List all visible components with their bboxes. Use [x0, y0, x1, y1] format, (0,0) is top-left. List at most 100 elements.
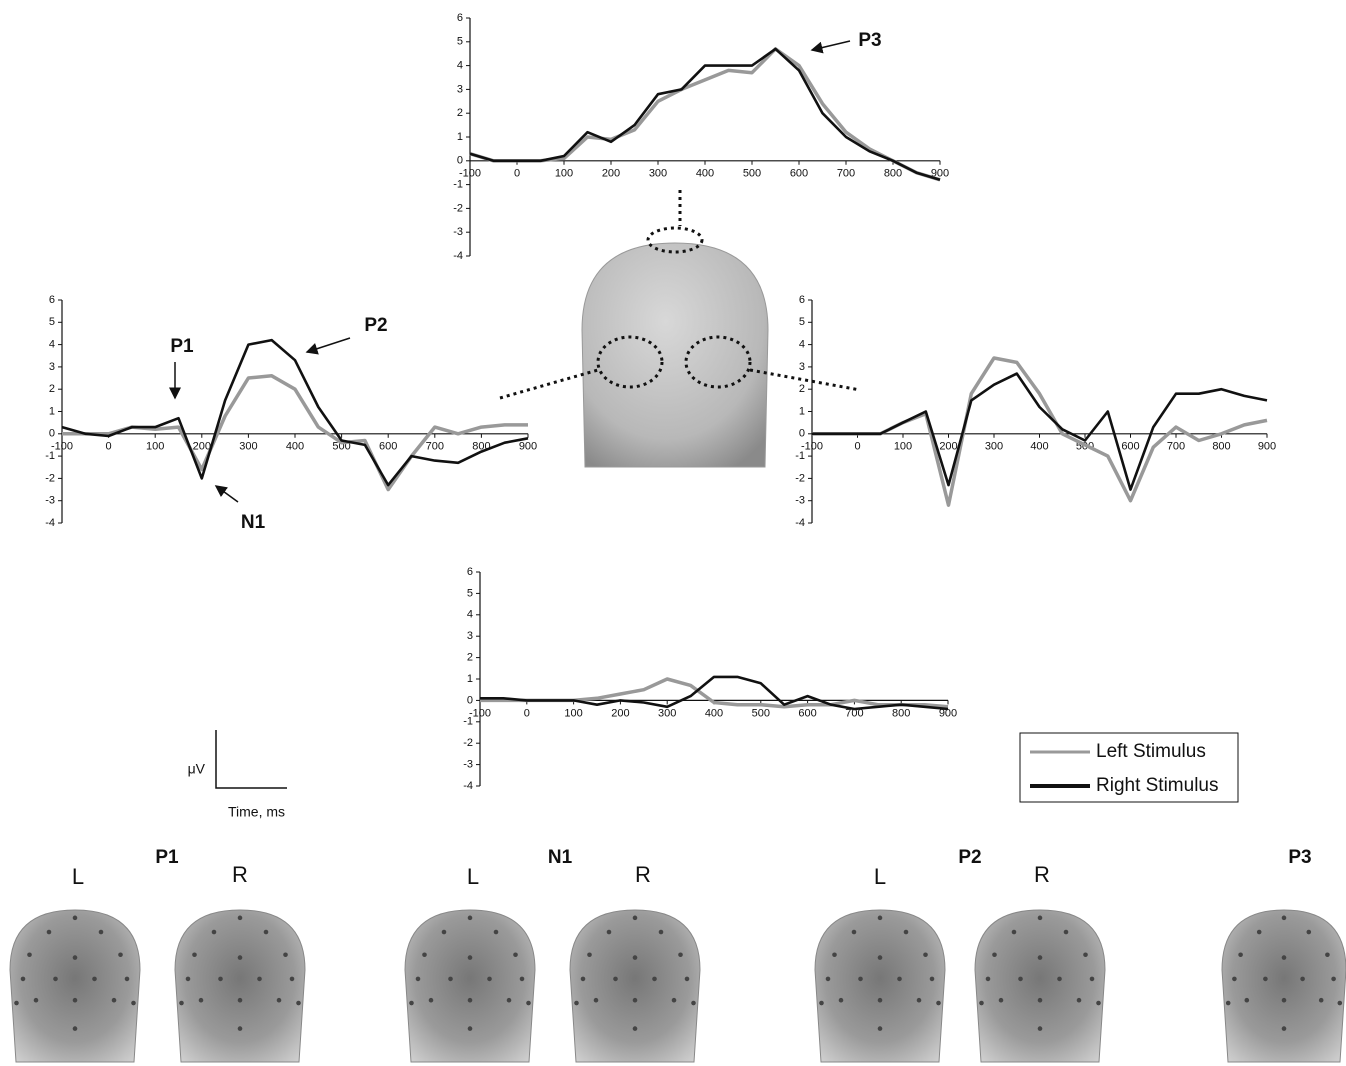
- electrode: [877, 997, 883, 1003]
- x-tick-label: 800: [1212, 441, 1230, 453]
- y-tick-label: -4: [463, 780, 473, 792]
- annotation-arrow: [214, 485, 239, 503]
- y-tick-label: 3: [467, 630, 473, 642]
- electrode: [1281, 915, 1287, 921]
- y-tick-label: 2: [457, 107, 463, 119]
- electrode: [1337, 1000, 1343, 1006]
- electrode: [72, 915, 78, 921]
- electrode: [111, 997, 117, 1003]
- electrode: [897, 976, 902, 982]
- topomap-left: L: [467, 864, 479, 889]
- x-tick-label: 300: [985, 441, 1003, 453]
- y-tick-label: -3: [463, 759, 473, 771]
- annotation-arrow: [305, 337, 351, 355]
- electrode: [422, 952, 427, 958]
- x-tick-label: 100: [564, 707, 582, 719]
- y-tick-label: 4: [49, 339, 55, 351]
- electrode: [237, 955, 243, 960]
- x-tick-label: 800: [884, 168, 902, 180]
- electrode: [1018, 976, 1023, 982]
- y-tick-label: 0: [49, 428, 55, 440]
- x-tick-label: 900: [1258, 441, 1276, 453]
- electrode: [526, 1000, 531, 1006]
- electrode: [998, 997, 1004, 1003]
- x-tick-label: 200: [602, 168, 620, 180]
- electrode: [877, 915, 883, 921]
- x-tick-label: 0: [106, 441, 112, 453]
- electrode: [20, 976, 26, 982]
- x-tick-label: 700: [426, 441, 444, 453]
- electrode: [14, 1000, 19, 1006]
- electrode: [506, 997, 512, 1003]
- electrode: [53, 976, 58, 982]
- electrode: [832, 952, 837, 958]
- electrode: [441, 929, 447, 935]
- electrode: [1096, 1000, 1101, 1006]
- x-tick-label: 400: [286, 441, 304, 453]
- electrode: [289, 976, 295, 982]
- topomap-title: P3: [1288, 847, 1311, 868]
- electrode: [574, 1000, 579, 1006]
- topomap-head: [569, 909, 701, 1063]
- electrode: [467, 1026, 473, 1031]
- topomap-left: L: [72, 864, 84, 889]
- electrode: [33, 997, 39, 1003]
- y-tick-label: -2: [45, 472, 55, 484]
- electrode: [467, 915, 473, 921]
- electrode: [671, 997, 677, 1003]
- y-tick-label: 1: [49, 405, 55, 417]
- y-tick-label: 2: [799, 383, 805, 395]
- electrode: [985, 976, 991, 982]
- series-line: [480, 677, 949, 709]
- x-tick-label: 800: [892, 707, 910, 719]
- electrode: [1232, 976, 1237, 982]
- electrode: [467, 955, 473, 960]
- y-tick-label: -2: [463, 737, 473, 749]
- electrode: [98, 929, 104, 935]
- topomap-head: [814, 909, 946, 1063]
- electrode: [487, 976, 492, 982]
- electrode: [428, 997, 434, 1003]
- y-tick-label: 1: [799, 405, 805, 417]
- electrode: [283, 952, 288, 958]
- annotation: P3: [858, 30, 881, 51]
- electrode: [192, 952, 197, 958]
- y-tick-label: 3: [799, 361, 805, 373]
- topomap-head: [9, 909, 141, 1063]
- electrode: [580, 976, 586, 982]
- y-tick-label: 4: [467, 609, 473, 621]
- y-tick-label: -1: [45, 450, 55, 462]
- electrode: [992, 952, 997, 958]
- electrode: [1037, 955, 1043, 960]
- topomap-title: P1: [155, 847, 179, 868]
- x-tick-label: 900: [519, 441, 537, 453]
- electrode: [936, 1000, 941, 1006]
- electrode: [825, 976, 831, 982]
- series-line: [469, 47, 941, 182]
- y-tick-label: 3: [49, 361, 55, 373]
- electrode: [593, 997, 599, 1003]
- y-tick-label: 5: [467, 587, 473, 599]
- electrode: [929, 976, 935, 982]
- x-tick-label: 0: [854, 441, 860, 453]
- y-tick-label: -2: [795, 472, 805, 484]
- electrode: [276, 997, 282, 1003]
- electrode: [658, 929, 664, 935]
- electrode: [72, 997, 78, 1003]
- electrode: [1331, 976, 1336, 982]
- legend-label: Left Stimulus: [1096, 741, 1206, 762]
- x-tick-label: 700: [845, 707, 863, 719]
- x-tick-label: 600: [798, 707, 816, 719]
- y-tick-label: 5: [457, 36, 463, 48]
- electrode: [519, 976, 525, 982]
- y-tick-label: -1: [795, 450, 805, 462]
- x-tick-label: -100: [459, 168, 481, 180]
- electrode: [684, 976, 690, 982]
- electrode: [613, 976, 618, 982]
- electrode: [587, 952, 592, 958]
- y-tick-label: -3: [795, 495, 805, 507]
- y-tick-label: -4: [795, 517, 805, 529]
- electrode: [1089, 976, 1095, 982]
- y-tick-label: 1: [457, 131, 463, 143]
- electrode: [851, 929, 857, 935]
